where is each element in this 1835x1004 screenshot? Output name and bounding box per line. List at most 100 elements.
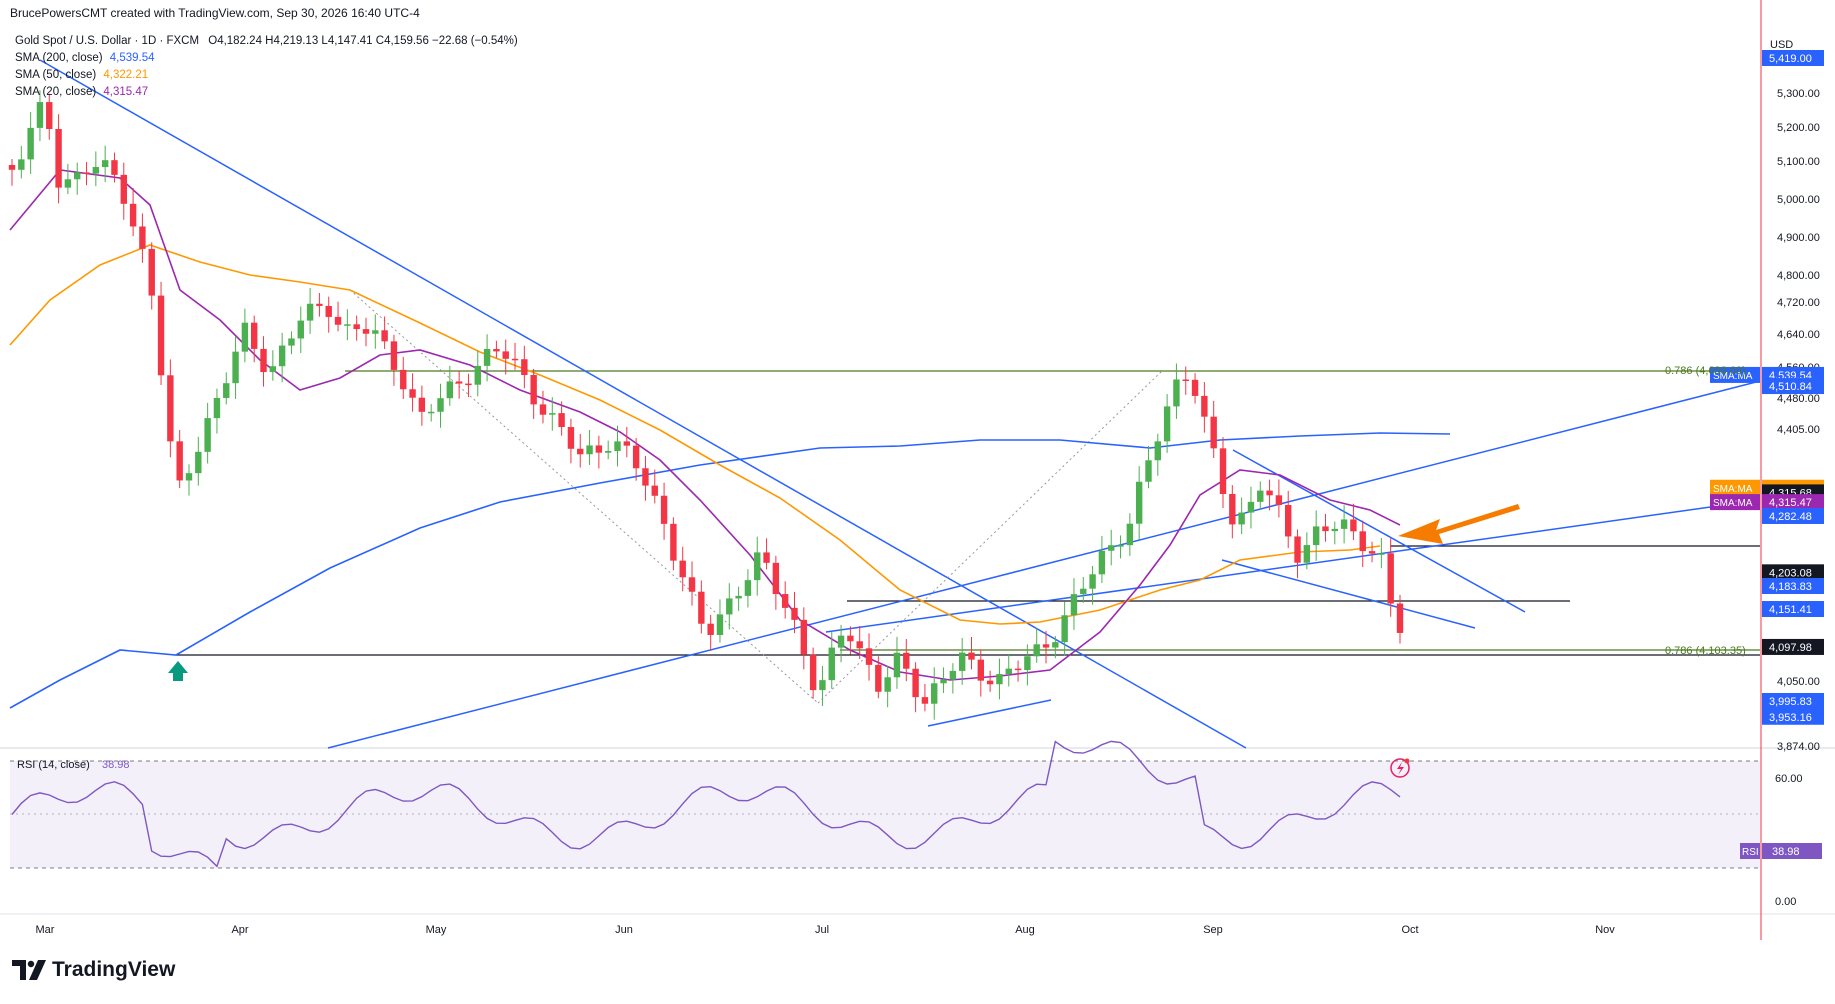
candle-body bbox=[157, 295, 165, 376]
candle-body bbox=[306, 303, 314, 321]
candle-body bbox=[1210, 416, 1217, 449]
candle-body bbox=[36, 102, 44, 128]
candle-body bbox=[921, 697, 929, 704]
candle-body bbox=[865, 648, 873, 665]
candle-body bbox=[1340, 519, 1348, 529]
tradingview-logo[interactable]: TradingView bbox=[12, 958, 175, 982]
rsi-axis-value: 38.98 bbox=[1772, 846, 1800, 858]
price-tick-label: 5,100.00 bbox=[1777, 156, 1820, 168]
price-tag-box bbox=[1762, 708, 1824, 725]
candle-body bbox=[856, 641, 863, 649]
symbol-legend[interactable]: Gold Spot / U.S. Dollar · 1D · FXCM O4,1… bbox=[15, 35, 518, 47]
sma-tag-label: SMA:MA bbox=[1713, 484, 1753, 495]
rising-trendline bbox=[825, 499, 1761, 633]
candle-body bbox=[381, 330, 388, 342]
candle-body bbox=[632, 445, 640, 469]
sma20-value: 4,315.47 bbox=[103, 86, 149, 98]
candle-body bbox=[1219, 448, 1227, 494]
candle-body bbox=[1024, 656, 1031, 670]
candle-body bbox=[1201, 395, 1208, 417]
candle-body bbox=[1359, 531, 1366, 552]
candle-body bbox=[1126, 523, 1134, 546]
candle-body bbox=[1145, 460, 1152, 482]
candle-body bbox=[698, 591, 705, 624]
rsi-title: RSI (14, close) bbox=[17, 759, 90, 771]
candle-body bbox=[446, 381, 454, 399]
candle-body bbox=[1098, 550, 1106, 575]
moving-averages bbox=[9, 169, 1451, 709]
candle-body bbox=[269, 366, 277, 373]
orange-arrow-annotation bbox=[1398, 504, 1520, 544]
price-tick-label: 5,300.00 bbox=[1777, 88, 1820, 100]
candle-body bbox=[586, 445, 593, 455]
candle-body bbox=[949, 670, 957, 680]
candle-body bbox=[642, 468, 649, 486]
candle-body bbox=[232, 351, 239, 384]
fib-diagonal-1 bbox=[349, 289, 819, 704]
rsi-pane bbox=[11, 740, 1401, 868]
candle-body bbox=[176, 441, 183, 481]
candle-body bbox=[577, 448, 584, 455]
candle-body bbox=[120, 174, 127, 204]
sma200-value: 4,539.54 bbox=[109, 52, 155, 64]
sma-tag-label: SMA:MA bbox=[1713, 371, 1753, 382]
candle-body bbox=[558, 413, 565, 428]
candle-body bbox=[213, 397, 221, 419]
candle-body bbox=[744, 580, 752, 596]
falling-wedge-upper bbox=[1232, 449, 1526, 613]
candle-body bbox=[1294, 536, 1301, 563]
candle-body bbox=[530, 374, 537, 405]
candle-body bbox=[344, 324, 351, 326]
candle-body bbox=[55, 128, 62, 188]
price-axis[interactable]: 5,300.00 5,200.00 5,100.00 5,000.00 4,900.00… bbox=[1710, 50, 1824, 753]
candle-body bbox=[567, 427, 575, 449]
candle-body bbox=[651, 485, 658, 496]
candle-body bbox=[167, 375, 174, 442]
rsi-tag: RSI bbox=[1742, 847, 1759, 858]
candle-body bbox=[772, 562, 780, 595]
price-tag-label: 5,419.00 bbox=[1769, 53, 1812, 65]
sma20-label: SMA (20, close) bbox=[15, 86, 97, 98]
candle-body bbox=[1108, 545, 1115, 551]
candle-body bbox=[679, 560, 686, 578]
rsi-tick-60: 60.00 bbox=[1775, 773, 1803, 785]
price-tick-label: 4,050.00 bbox=[1777, 676, 1820, 688]
candle-body bbox=[1080, 588, 1087, 595]
candle-body bbox=[92, 167, 100, 174]
price-tag-label: 4,315.47 bbox=[1769, 497, 1812, 509]
price-tag-box bbox=[1762, 507, 1824, 524]
alert-icon[interactable] bbox=[1390, 758, 1410, 778]
time-axis[interactable]: Mar Apr May Jun Jul Aug Sep Oct Nov bbox=[36, 924, 1616, 936]
candle-body bbox=[148, 248, 155, 296]
up-arrow-marker bbox=[168, 661, 188, 681]
candle-body bbox=[83, 172, 90, 174]
candle-body bbox=[791, 607, 798, 620]
candle-body bbox=[707, 623, 714, 635]
candle-body bbox=[1117, 545, 1124, 547]
candle-body bbox=[1275, 495, 1283, 505]
sma50-legend[interactable]: SMA (50, close) 4,322.21 bbox=[15, 69, 148, 81]
candle-body bbox=[763, 552, 770, 563]
sma200-legend[interactable]: SMA (200, close) 4,539.54 bbox=[15, 52, 155, 64]
candle-body bbox=[1042, 644, 1050, 648]
candle-body bbox=[46, 102, 53, 129]
price-tag-label: 4,282.48 bbox=[1769, 511, 1812, 523]
candle-body bbox=[1033, 644, 1040, 657]
candle-body bbox=[1238, 512, 1245, 525]
candle-body bbox=[521, 359, 528, 375]
candle-body bbox=[735, 595, 742, 599]
price-tag-box bbox=[1762, 50, 1824, 66]
candle-body bbox=[185, 473, 193, 481]
candle-body bbox=[828, 647, 835, 681]
time-tick-label: Nov bbox=[1595, 924, 1615, 936]
candle-body bbox=[372, 330, 379, 334]
candle-body bbox=[968, 652, 975, 660]
candle-body bbox=[1247, 501, 1255, 513]
candle-body bbox=[1257, 490, 1264, 502]
candle-body bbox=[241, 322, 249, 352]
sma20-legend[interactable]: SMA (20, close) 4,315.47 bbox=[15, 86, 148, 98]
candle-body bbox=[1229, 493, 1236, 525]
candle-body bbox=[483, 348, 491, 366]
candle-body bbox=[940, 679, 947, 684]
